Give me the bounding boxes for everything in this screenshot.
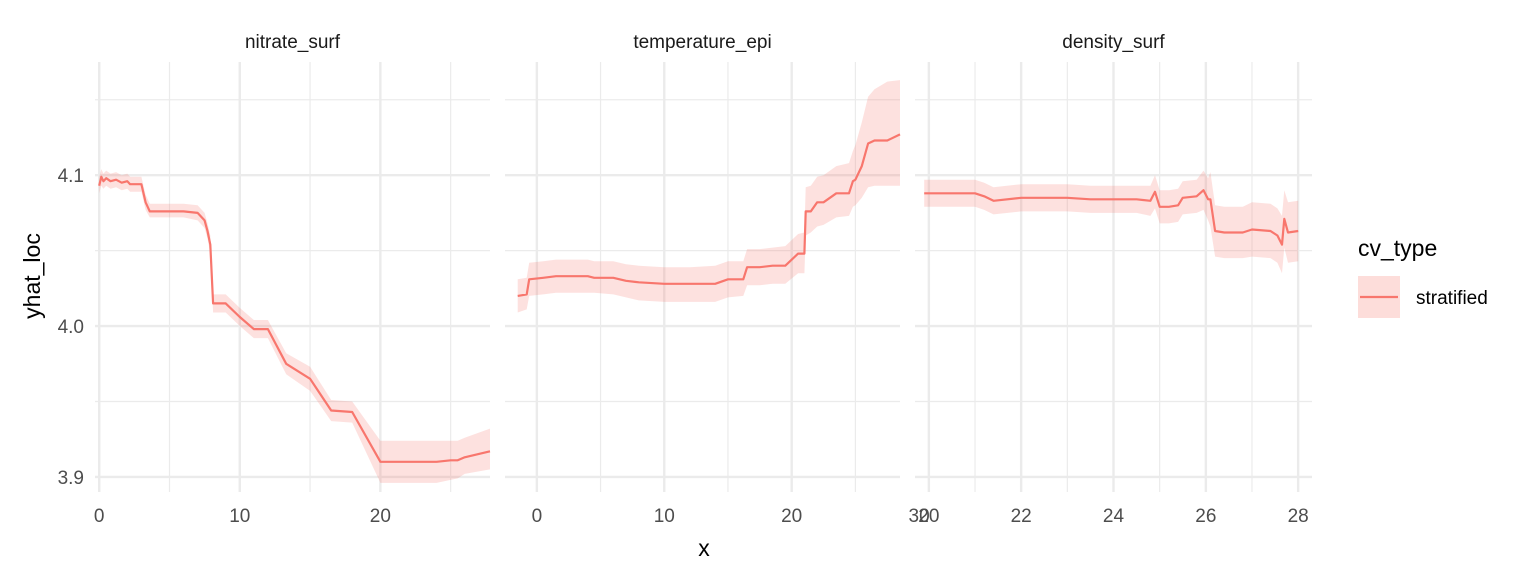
legend-label-stratified: stratified (1416, 288, 1488, 309)
panel-temperature_epi: 0 10 20 30 temperature_epi (505, 32, 930, 527)
y-tick-label: 4.0 (58, 317, 84, 338)
strip-label: temperature_epi (633, 32, 771, 53)
legend: cv_type stratified (1358, 235, 1488, 318)
x-tick-label: 22 (1011, 506, 1032, 527)
series-line-stratified (98, 175, 491, 463)
legend-title: cv_type (1358, 235, 1437, 261)
confidence-ribbon-stratified (924, 170, 1299, 274)
x-tick-label: 20 (918, 506, 939, 527)
x-tick-label: 10 (229, 506, 250, 527)
x-tick-label: 30 (909, 506, 930, 527)
x-tick-label: 20 (781, 506, 802, 527)
x-tick-label: 0 (532, 506, 543, 527)
x-axis-title: x (698, 535, 710, 561)
x-tick-label: 26 (1195, 506, 1216, 527)
x-tick-label: 20 (370, 506, 391, 527)
confidence-ribbon-stratified (99, 169, 490, 483)
series-line-stratified (517, 133, 901, 297)
panel-nitrate_surf: 0 10 20 nitrate_surf (94, 32, 491, 527)
x-tick-label: 10 (654, 506, 675, 527)
x-tick-label: 24 (1103, 506, 1125, 527)
x-tick-label: 0 (94, 506, 105, 527)
y-axis-title: yhat_loc (19, 233, 45, 319)
strip-label: nitrate_surf (245, 32, 341, 53)
confidence-ribbon-stratified (517, 80, 900, 313)
x-tick-label: 28 (1288, 506, 1309, 527)
y-tick-label: 3.9 (58, 468, 84, 489)
y-tick-label: 4.1 (58, 166, 84, 187)
strip-label: density_surf (1062, 32, 1165, 53)
series-line-stratified (924, 189, 1299, 246)
panel-density_surf: 20 22 24 26 28 density_surf (915, 32, 1312, 527)
